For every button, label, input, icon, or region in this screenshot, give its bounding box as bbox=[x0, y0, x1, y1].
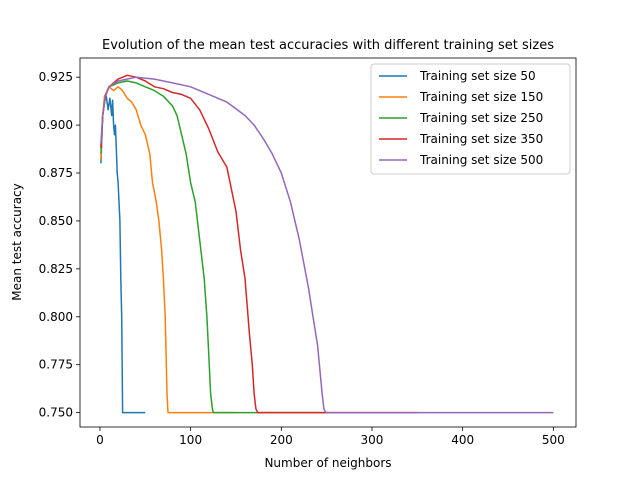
y-axis-label: Mean test accuracy bbox=[10, 183, 24, 301]
x-tick-label: 100 bbox=[179, 433, 202, 447]
y-tick-label: 0.850 bbox=[39, 214, 73, 228]
y-tick-label: 0.900 bbox=[39, 118, 73, 132]
axes-frame bbox=[79, 57, 577, 428]
legend-label-4: Training set size 350 bbox=[419, 132, 543, 146]
x-tick-label: 0 bbox=[96, 433, 104, 447]
series-line-2 bbox=[100, 86, 236, 414]
chart-title: Evolution of the mean test accuracies wi… bbox=[102, 38, 554, 53]
legend-label-3: Training set size 250 bbox=[419, 111, 543, 125]
legend-label-1: Training set size 50 bbox=[419, 69, 536, 83]
series-line-1 bbox=[100, 95, 146, 414]
series-line-4 bbox=[100, 74, 418, 414]
legend: Training set size 50 Training set size 15… bbox=[370, 63, 571, 175]
y-tick-label: 0.800 bbox=[39, 310, 73, 324]
x-tick-label: 300 bbox=[361, 433, 384, 447]
y-tick-label: 0.925 bbox=[39, 70, 73, 84]
x-tick-label: 500 bbox=[542, 433, 565, 447]
plot-area: 0 100 200 300 400 500 0.750 0.775 0.800 0.825 0.85… bbox=[39, 57, 577, 447]
y-tick-label: 0.875 bbox=[39, 166, 73, 180]
legend-box bbox=[370, 63, 571, 175]
x-axis-label: Number of neighbors bbox=[264, 456, 391, 470]
series-line-3 bbox=[100, 80, 327, 414]
series-line-5 bbox=[100, 76, 554, 414]
legend-label-5: Training set size 500 bbox=[419, 153, 543, 167]
y-tick-label: 0.775 bbox=[39, 358, 73, 372]
x-tick-label: 400 bbox=[451, 433, 474, 447]
x-tick-label: 200 bbox=[270, 433, 293, 447]
y-tick-label: 0.750 bbox=[39, 406, 73, 420]
legend-label-2: Training set size 150 bbox=[419, 90, 543, 104]
y-tick-label: 0.825 bbox=[39, 262, 73, 276]
